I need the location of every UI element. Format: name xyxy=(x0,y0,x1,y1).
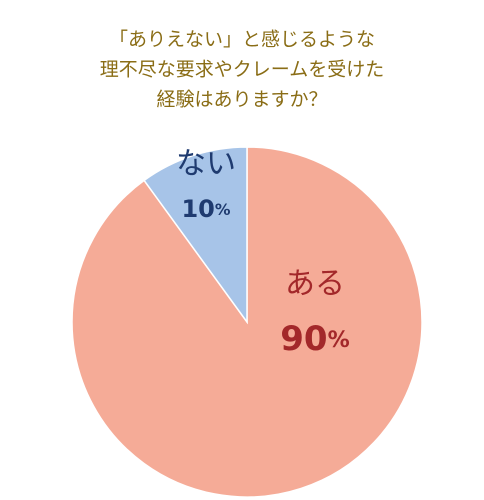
slice-label: ある xyxy=(285,267,345,302)
value-label: 90% xyxy=(280,319,349,359)
pie-slice xyxy=(143,146,248,325)
chart-title-line: 理不尽な要求やクレームを受けた xyxy=(100,59,384,81)
slice-label: ない xyxy=(176,147,236,182)
chart-title-line: 経験はありますか？ xyxy=(156,89,327,111)
chart-title-line: 「ありえない」と感じるような xyxy=(109,29,375,51)
value-label: 10% xyxy=(181,195,230,223)
